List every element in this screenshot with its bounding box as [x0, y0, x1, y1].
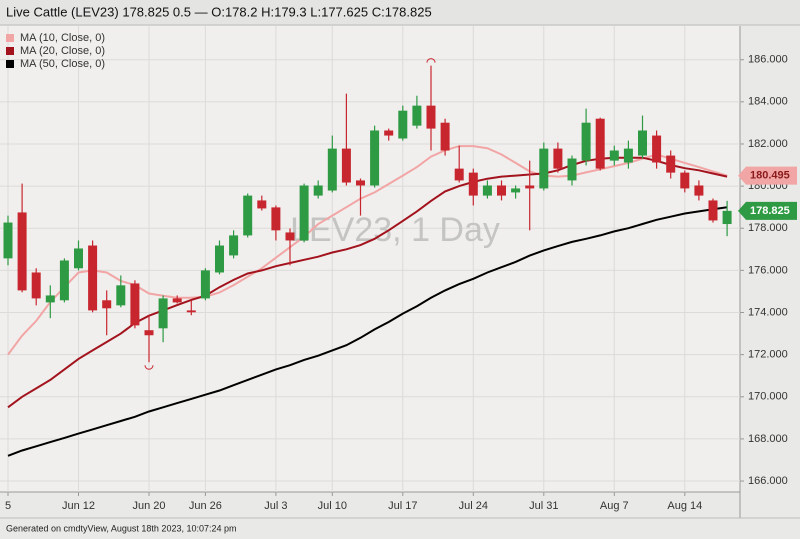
x-tick-label: 5: [5, 500, 11, 512]
candle-body: [299, 185, 309, 241]
x-tick-label: Jul 31: [529, 500, 558, 512]
candle-body: [370, 130, 380, 186]
candle-body: [356, 180, 365, 186]
candle-body: [567, 158, 577, 181]
low-marker: [144, 365, 154, 370]
candle-body: [468, 172, 478, 196]
candle-body: [553, 148, 563, 169]
candle-body: [3, 222, 13, 259]
candle-body: [59, 260, 69, 301]
candle-body: [482, 185, 492, 196]
candle-body: [511, 188, 521, 193]
candle-body: [229, 235, 239, 256]
candle-body: [327, 148, 337, 191]
candle-body: [74, 248, 83, 269]
x-tick-label: Jun 20: [132, 500, 165, 512]
x-tick-label: Jul 17: [388, 500, 417, 512]
candle-body: [722, 210, 732, 225]
candle-body: [158, 298, 168, 329]
candle-body: [144, 330, 154, 336]
candle-body: [595, 118, 605, 169]
candle-body: [412, 105, 422, 126]
candle-body: [497, 185, 506, 196]
candle-body: [440, 122, 450, 151]
candle-body: [426, 105, 436, 129]
candle-body: [623, 148, 633, 163]
ma-line: [7, 145, 728, 356]
candle-body: [384, 130, 394, 136]
legend-label: MA (10, Close, 0): [20, 32, 105, 44]
price-badge: [738, 201, 797, 220]
candle-body: [88, 245, 98, 311]
candle-body: [398, 110, 408, 139]
watermark: LEV23, 1 Day: [290, 211, 500, 249]
candle-body: [652, 135, 662, 163]
candle-body: [17, 212, 27, 291]
x-tick-label: Jun 26: [189, 500, 222, 512]
candle-body: [102, 300, 112, 309]
candle-body: [525, 185, 535, 189]
x-tick-label: Jul 3: [264, 500, 287, 512]
candle-body: [186, 310, 196, 313]
ma-line: [7, 156, 728, 409]
candle-body: [31, 272, 41, 299]
price-badge: [738, 166, 797, 185]
candle-body: [708, 200, 718, 221]
y-tick-label: 186.000: [748, 54, 788, 66]
legend-label: MA (50, Close, 0): [20, 58, 105, 70]
header-bar: [0, 0, 800, 25]
y-tick-label: 184.000: [748, 96, 788, 108]
legend-swatch: [6, 34, 14, 42]
candle-body: [243, 195, 253, 236]
candle-body: [454, 168, 464, 181]
candle-body: [638, 130, 647, 156]
price-badge-label: 178.825: [750, 205, 790, 217]
legend-swatch: [6, 47, 14, 55]
candle-body: [313, 185, 323, 196]
candle-body: [200, 270, 210, 299]
candle-body: [581, 122, 591, 161]
x-tick-label: Aug 7: [600, 500, 629, 512]
ma-line: [7, 206, 728, 457]
y-tick-label: 168.000: [748, 433, 788, 445]
candle-body: [680, 172, 690, 189]
footer: Generated on cmdtyView, August 18th 2023…: [6, 523, 237, 533]
y-tick-label: 166.000: [748, 475, 788, 487]
x-tick-label: Jul 24: [459, 500, 488, 512]
candle-body: [539, 148, 549, 189]
y-tick-label: 176.000: [748, 264, 788, 276]
x-tick-label: Jun 12: [62, 500, 95, 512]
candle-body: [45, 295, 55, 303]
y-tick-label: 182.000: [748, 138, 788, 150]
candle-body: [666, 155, 676, 173]
y-tick-label: 178.000: [748, 222, 788, 234]
candle-body: [271, 207, 281, 231]
y-tick-label: 174.000: [748, 306, 788, 318]
candle-body: [116, 285, 126, 306]
candle-body: [215, 245, 224, 273]
price-badge-label: 180.495: [750, 170, 790, 182]
legend-swatch: [6, 60, 14, 68]
candle-body: [130, 283, 140, 326]
high-marker: [426, 58, 436, 63]
legend-label: MA (20, Close, 0): [20, 45, 105, 57]
candle-body: [172, 298, 182, 303]
candle-body: [609, 150, 619, 161]
y-tick-label: 172.000: [748, 349, 788, 361]
candle-body: [257, 200, 267, 209]
x-tick-label: Aug 14: [667, 500, 702, 512]
candle-body: [694, 185, 704, 196]
candle-body: [341, 148, 351, 183]
plot-area: [0, 26, 740, 492]
y-tick-label: 170.000: [748, 391, 788, 403]
candle-body: [285, 232, 295, 241]
x-tick-label: Jul 10: [318, 500, 347, 512]
chart-title: Live Cattle (LEV23) 178.825 0.5 — O:178.…: [6, 4, 432, 19]
